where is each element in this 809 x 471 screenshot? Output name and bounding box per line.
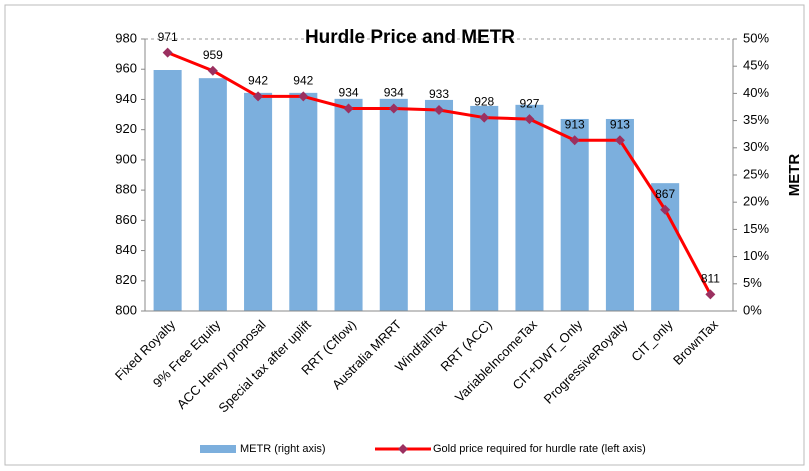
y2-tick-label: 30% <box>743 139 769 154</box>
bar <box>153 70 182 312</box>
data-label: 942 <box>293 74 313 88</box>
bar <box>379 98 408 311</box>
y-tick-label: 860 <box>115 212 137 227</box>
data-label: 934 <box>339 86 359 100</box>
bar <box>334 98 363 311</box>
bar <box>198 78 227 311</box>
y2-tick-label: 20% <box>743 194 769 209</box>
bar <box>560 118 589 311</box>
y-tick-label: 980 <box>115 30 137 45</box>
y2-tick-label: 10% <box>743 248 769 263</box>
data-label: 927 <box>519 96 539 110</box>
bar <box>605 118 634 311</box>
data-label: 971 <box>158 30 178 44</box>
marker <box>660 204 671 215</box>
y-tick-label: 940 <box>115 91 137 106</box>
data-label: 928 <box>474 95 494 109</box>
marker <box>162 47 173 58</box>
bar <box>289 92 318 311</box>
y2-tick-label: 45% <box>743 58 769 73</box>
y2-tick-label: 15% <box>743 221 769 236</box>
y2-tick-label: 40% <box>743 85 769 100</box>
data-label: 959 <box>203 48 223 62</box>
marker <box>614 135 625 146</box>
y2-tick-label: 0% <box>743 302 762 317</box>
marker <box>705 289 716 300</box>
y2-tick-label: 50% <box>743 30 769 45</box>
marker <box>479 112 490 123</box>
legend-swatch <box>200 445 236 453</box>
chart-title: Hurdle Price and METR <box>305 27 515 48</box>
y-tick-label: 800 <box>115 302 137 317</box>
marker <box>298 91 309 102</box>
y-tick-label: 920 <box>115 121 137 136</box>
marker <box>524 114 535 125</box>
y-tick-label: 880 <box>115 182 137 197</box>
marker <box>343 103 354 114</box>
bar <box>244 92 273 311</box>
y-tick-label: 820 <box>115 272 137 287</box>
marker <box>434 105 444 116</box>
legend-marker <box>398 444 408 454</box>
y-tick-label: 960 <box>115 61 137 76</box>
y2-tick-label: 25% <box>743 166 769 181</box>
bar <box>470 105 499 311</box>
data-label: 867 <box>655 187 675 201</box>
marker <box>253 91 264 102</box>
data-label: 913 <box>565 117 585 131</box>
data-label: 811 <box>701 272 720 286</box>
y2-tick-label: 5% <box>743 275 762 290</box>
legend-label: METR (right axis) <box>240 443 326 455</box>
bar <box>424 99 454 311</box>
bar <box>651 183 680 311</box>
y-tick-label: 840 <box>115 242 137 257</box>
data-label: 913 <box>610 117 630 131</box>
y2-axis-label: METR <box>786 154 803 197</box>
data-label: 933 <box>429 87 449 101</box>
marker <box>207 65 218 76</box>
marker <box>569 135 580 146</box>
y2-tick-label: 35% <box>743 112 769 127</box>
marker <box>388 103 399 114</box>
data-label: 934 <box>384 86 404 100</box>
data-label: 942 <box>248 74 268 88</box>
y-tick-label: 900 <box>115 151 137 166</box>
legend-label: Gold price required for hurdle rate (lef… <box>433 443 646 455</box>
bar <box>515 104 544 311</box>
